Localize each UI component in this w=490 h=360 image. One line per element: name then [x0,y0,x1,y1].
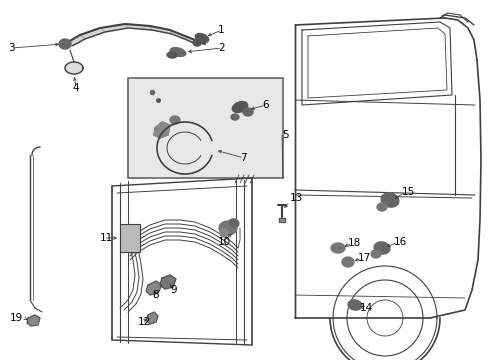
Text: 10: 10 [218,237,231,247]
Polygon shape [68,35,85,46]
Polygon shape [196,33,209,42]
Text: 14: 14 [360,303,373,313]
Polygon shape [170,116,180,124]
Text: 18: 18 [348,238,361,248]
Polygon shape [146,281,162,295]
Polygon shape [160,275,176,289]
Polygon shape [195,40,205,45]
Polygon shape [229,219,239,227]
Polygon shape [146,312,158,324]
Bar [120,224,140,252]
Polygon shape [125,238,135,248]
Text: 11: 11 [100,233,113,243]
Bar [128,78,283,178]
Polygon shape [170,48,186,57]
Polygon shape [65,62,83,74]
Text: 13: 13 [290,193,303,203]
Polygon shape [59,39,71,49]
Text: 4: 4 [72,83,78,93]
Polygon shape [220,229,228,237]
Polygon shape [100,24,128,32]
Polygon shape [170,30,187,40]
Text: 17: 17 [358,253,371,263]
Polygon shape [231,114,239,120]
Text: 1: 1 [218,25,224,35]
Text: 16: 16 [394,237,407,247]
Polygon shape [125,24,152,30]
Text: 8: 8 [152,290,159,300]
Polygon shape [348,300,362,310]
Polygon shape [150,26,172,34]
Polygon shape [154,122,170,138]
Polygon shape [193,40,201,46]
Polygon shape [279,218,285,222]
Text: 9: 9 [170,285,176,295]
Text: 19: 19 [10,313,23,323]
Polygon shape [185,36,198,45]
Polygon shape [331,243,345,253]
Text: 5: 5 [282,130,289,140]
Polygon shape [381,193,399,207]
Text: 7: 7 [240,153,246,163]
Polygon shape [243,108,253,116]
Polygon shape [377,203,387,211]
Polygon shape [219,221,237,235]
Polygon shape [374,242,390,254]
Text: 12: 12 [138,317,151,327]
Polygon shape [342,257,354,267]
Polygon shape [371,250,381,258]
Polygon shape [167,52,177,58]
Text: 15: 15 [402,187,415,197]
Polygon shape [80,28,105,39]
Text: 3: 3 [8,43,15,53]
Polygon shape [232,102,248,112]
Polygon shape [27,315,40,326]
Text: 6: 6 [262,100,269,110]
Text: 2: 2 [218,43,224,53]
